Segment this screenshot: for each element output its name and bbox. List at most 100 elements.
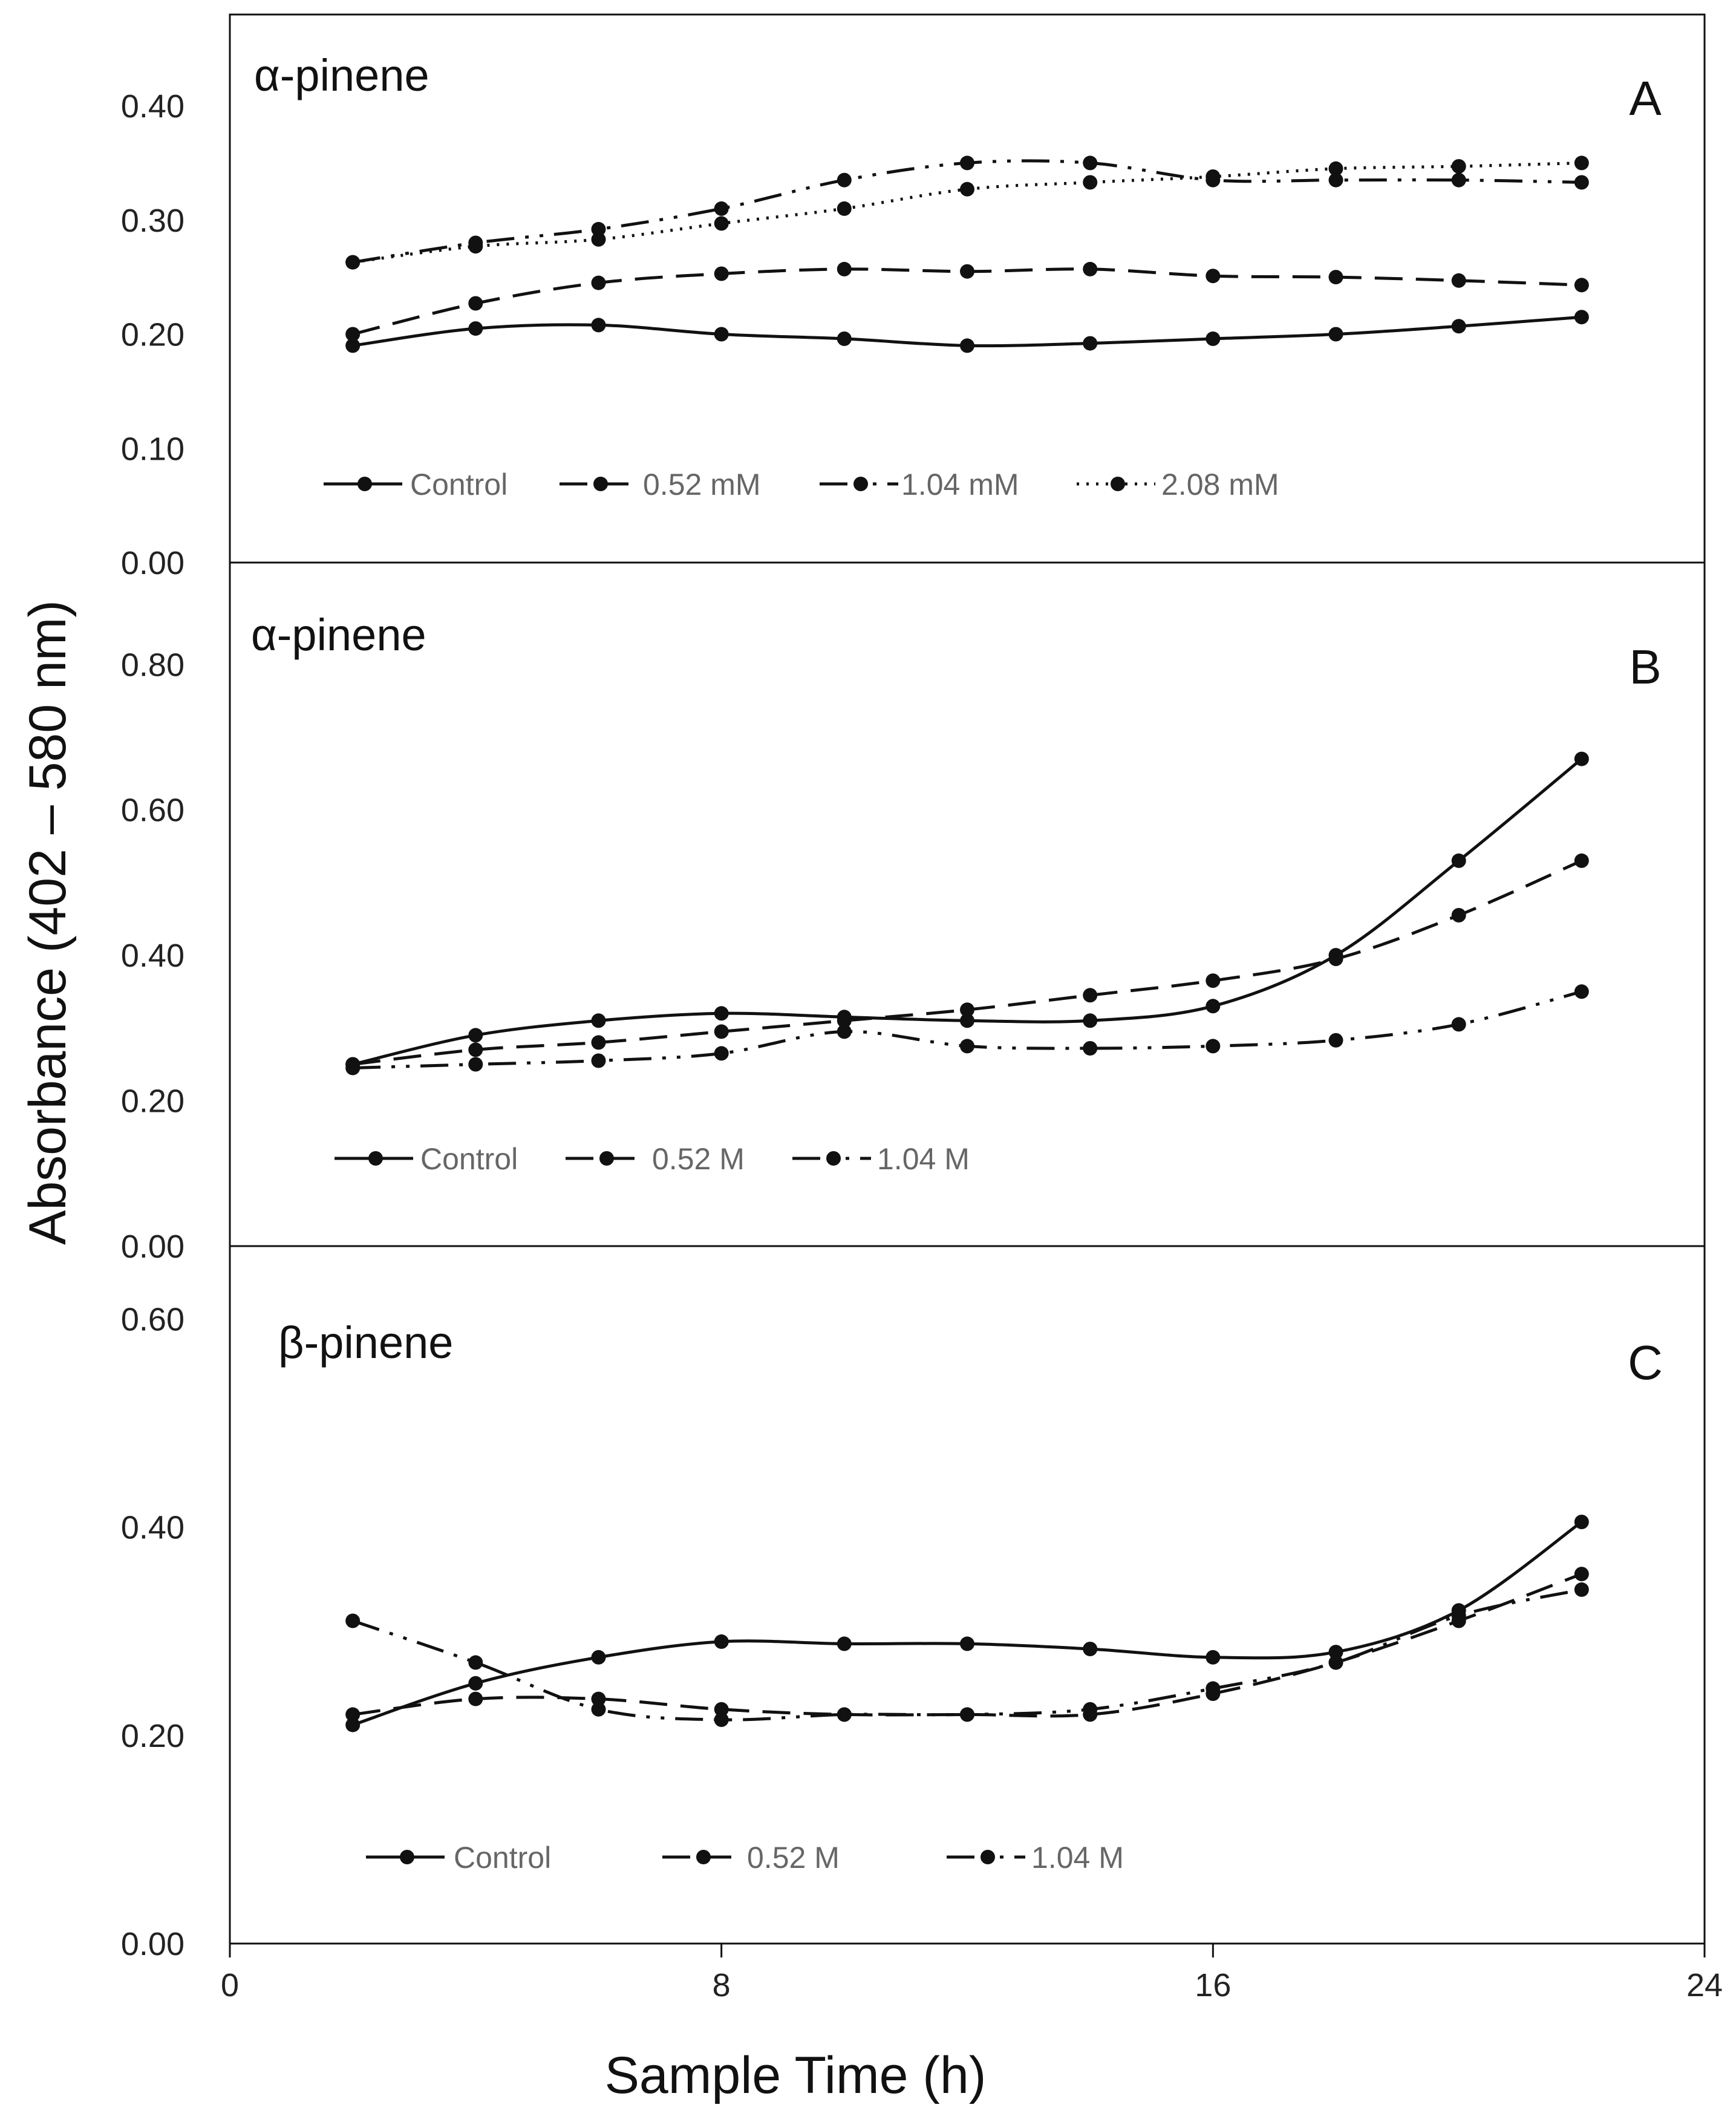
data-point [1206,1681,1221,1696]
data-point [1083,1702,1098,1717]
data-point [960,1002,974,1017]
y-tick-label: 0.20 [121,1718,184,1754]
y-tick-label: 0.20 [121,317,184,353]
y-tick-label: 0.00 [121,1229,184,1265]
data-point [345,1060,361,1076]
data-point [837,201,852,216]
data-point [837,1024,852,1039]
legend-swatch-marker [1111,477,1125,491]
data-point [1328,172,1343,188]
data-point [1206,169,1221,184]
data-point [837,261,852,276]
data-point [1328,327,1343,342]
data-point [1206,331,1221,346]
data-point [591,1013,606,1028]
data-point [1451,273,1466,288]
legend-item: 1.04 mM [820,468,1019,501]
legend-swatch-marker [826,1151,841,1166]
data-point [1574,853,1589,868]
panel-letter: B [1629,640,1661,694]
data-point [1574,984,1589,999]
data-point [345,327,361,342]
data-point [1083,261,1098,276]
data-point [468,239,483,254]
data-point [1574,278,1589,293]
data-point [1574,310,1589,325]
data-point [714,1702,729,1717]
data-point [960,181,974,197]
legend-label: 1.04 M [877,1142,970,1176]
data-point [714,1024,729,1039]
y-tick-label: 0.40 [121,88,184,125]
data-point [714,1712,729,1727]
data-point [960,1636,974,1651]
panel-letter: C [1628,1336,1663,1389]
series-line [352,161,1582,264]
data-point [1574,751,1589,766]
panel-title: α-pinene [254,50,429,100]
data-point [468,1691,483,1706]
legend-swatch-marker [357,477,372,491]
data-point [345,1613,361,1628]
legend-label: 2.08 mM [1161,468,1279,501]
y-tick-label: 0.40 [121,938,184,974]
series-1-04-m [345,1582,1589,1727]
x-tick-label: 16 [1195,1967,1231,2003]
y-tick-label: 0.10 [121,431,184,467]
data-point [1574,1567,1589,1582]
legend-item: 0.52 mM [560,468,761,501]
data-point [468,1042,483,1057]
data-point [1574,1515,1589,1529]
data-point [345,255,361,270]
data-point [591,221,606,237]
data-point [837,1636,852,1651]
data-point [960,1707,974,1722]
x-axis-label: Sample Time (h) [605,2046,987,2104]
legend-swatch-marker [853,477,868,491]
y-tick-label: 0.30 [121,203,184,239]
legend-swatch-marker [593,477,608,491]
data-point [468,1057,483,1072]
data-point [1328,1033,1343,1048]
legend-swatch-marker [599,1151,614,1166]
legend-swatch-marker [981,1850,995,1864]
legend-label: 0.52 M [747,1841,840,1875]
data-point [1083,155,1098,171]
data-point [1328,952,1343,967]
panel-c: 0.00 0.20 0.40 0.60 β-pinene C Control 0.52 M 1.… [121,1245,1706,1962]
data-point [960,155,974,171]
data-point [960,338,974,353]
x-tick-label: 24 [1686,1967,1723,2003]
legend-label: 1.04 mM [901,468,1019,501]
data-point [1206,1650,1221,1665]
legend-item: Control [334,1142,518,1176]
data-point [1328,270,1343,285]
panel-title: α-pinene [251,610,426,660]
data-point [1451,1608,1466,1623]
series-0-52-mm [345,261,1589,342]
data-point [591,318,606,333]
data-point [1451,908,1466,922]
data-point [714,327,729,342]
data-point [1574,1582,1589,1597]
data-point [591,1702,606,1717]
y-axis-label: Absorbance (402 – 580 nm) [19,600,77,1245]
data-point [1083,1642,1098,1656]
data-point [468,321,483,336]
data-point [1206,973,1221,988]
data-point [1083,336,1098,351]
data-point [714,1046,729,1061]
x-tick-label: 8 [713,1967,731,2003]
data-point [1083,988,1098,1003]
legend-item: 1.04 M [792,1142,970,1176]
data-point [714,1006,729,1021]
series-control [345,310,1589,353]
legend-item: 2.08 mM [1077,468,1279,501]
legend-swatch-marker [400,1850,414,1864]
data-point [960,264,974,279]
data-point [591,275,606,290]
data-point [345,338,361,353]
panel-frame [229,1245,1706,1945]
data-point [1451,172,1466,188]
